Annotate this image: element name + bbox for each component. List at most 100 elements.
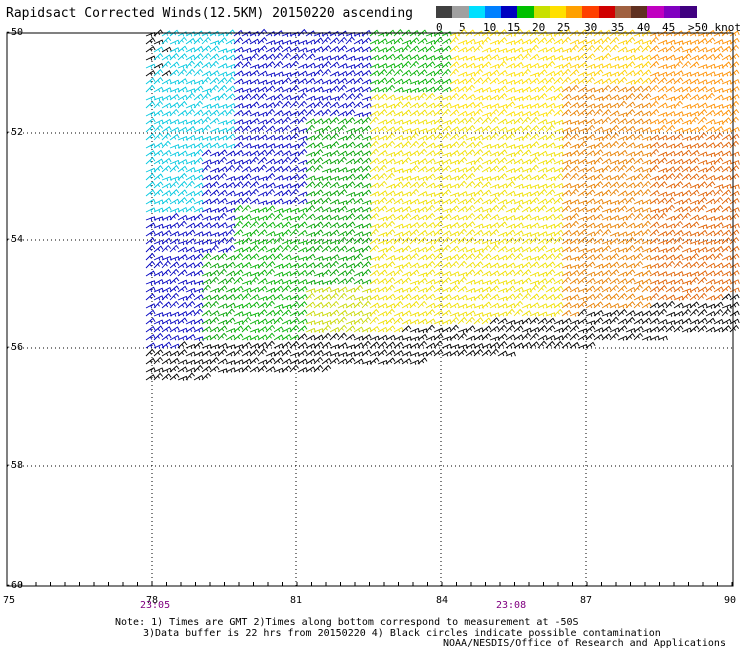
wind-barb — [657, 335, 668, 341]
wind-barb — [625, 101, 636, 109]
wind-barb — [505, 198, 516, 205]
wind-barb — [217, 319, 228, 325]
wind-barb — [193, 53, 204, 61]
wind-barb — [521, 269, 532, 277]
wind-barb — [601, 94, 612, 101]
wind-barb — [441, 68, 452, 77]
wind-barb — [585, 63, 596, 69]
wind-barb — [177, 240, 188, 246]
wind-barb — [393, 236, 404, 245]
wind-barb — [353, 118, 364, 125]
wind-barb — [481, 76, 492, 85]
wind-barb — [465, 212, 476, 221]
wind-barb — [193, 85, 204, 93]
wind-barb — [625, 133, 636, 141]
wind-barb — [497, 165, 508, 173]
wind-barb — [185, 300, 196, 309]
wind-barb — [297, 229, 308, 237]
wind-barb — [225, 71, 236, 77]
wind-barb — [169, 365, 180, 373]
wind-barb — [561, 36, 572, 45]
wind-barb — [281, 229, 292, 237]
wind-barb — [201, 215, 212, 221]
wind-barb — [593, 38, 604, 45]
wind-barb — [345, 109, 356, 117]
wind-barb — [689, 165, 700, 173]
wind-barb — [425, 222, 436, 229]
wind-barb — [657, 46, 668, 53]
wind-barb — [489, 125, 500, 133]
wind-barb — [649, 141, 660, 149]
wind-barb — [521, 327, 532, 333]
wind-barb — [665, 286, 676, 293]
wind-barb — [329, 332, 340, 341]
wind-barb — [625, 125, 636, 133]
wind-barb — [345, 276, 356, 285]
wind-barb — [193, 253, 204, 261]
wind-barb — [385, 206, 396, 213]
wind-barb — [385, 118, 396, 125]
wind-barb — [681, 308, 692, 317]
wind-barb — [657, 39, 668, 45]
wind-barb — [185, 309, 196, 317]
wind-barb — [641, 220, 651, 229]
wind-barb — [233, 348, 244, 357]
lat-tick-label: -56 — [5, 342, 24, 353]
wind-barb — [713, 229, 724, 237]
wind-barb — [465, 141, 476, 149]
wind-barb — [673, 285, 684, 293]
wind-barb — [489, 197, 500, 205]
wind-barb — [145, 77, 156, 85]
wind-barb — [425, 260, 436, 269]
wind-barb — [297, 285, 308, 293]
wind-barb — [289, 359, 300, 365]
wind-barb — [265, 340, 275, 349]
wind-barb — [617, 55, 628, 61]
wind-barb — [465, 229, 476, 237]
wind-barb — [393, 181, 404, 189]
wind-barb — [249, 181, 260, 189]
wind-barb — [401, 54, 412, 61]
wind-barb — [641, 310, 652, 317]
wind-barb — [457, 180, 467, 189]
wind-barb — [297, 47, 308, 53]
wind-barb — [409, 87, 420, 93]
wind-barb — [273, 135, 284, 141]
wind-barb — [649, 45, 660, 53]
wind-barb — [217, 206, 228, 213]
wind-barb — [289, 118, 300, 125]
wind-barb — [697, 151, 708, 157]
wind-barb — [537, 262, 548, 269]
wind-barb — [241, 271, 252, 277]
wind-barb — [321, 364, 332, 373]
wind-barb — [609, 85, 620, 93]
wind-barb — [417, 37, 428, 45]
wind-barb — [169, 164, 180, 173]
wind-barb — [617, 141, 628, 149]
wind-barb — [193, 93, 204, 101]
wind-barb — [257, 348, 267, 357]
wind-barb — [697, 159, 708, 165]
wind-barb — [313, 37, 324, 45]
wind-barb — [369, 110, 380, 117]
wind-barb — [313, 229, 324, 237]
wind-barb — [353, 133, 364, 141]
wind-barb — [401, 287, 412, 293]
wind-barb — [385, 220, 396, 229]
wind-barb — [617, 197, 628, 205]
wind-barb — [705, 262, 716, 269]
wind-barb — [153, 325, 164, 333]
wind-barb — [457, 349, 468, 357]
wind-barb — [257, 37, 268, 45]
wind-barb — [369, 135, 380, 141]
wind-barb — [529, 164, 539, 173]
wind-barb — [553, 222, 564, 229]
wind-barb — [665, 300, 676, 309]
wind-barb — [561, 324, 572, 333]
wind-barb — [257, 102, 268, 109]
wind-barb — [561, 172, 571, 181]
wind-barb — [705, 181, 716, 189]
wind-barb — [729, 310, 740, 317]
colorbar-swatch — [468, 6, 486, 18]
wind-barb — [217, 342, 228, 349]
